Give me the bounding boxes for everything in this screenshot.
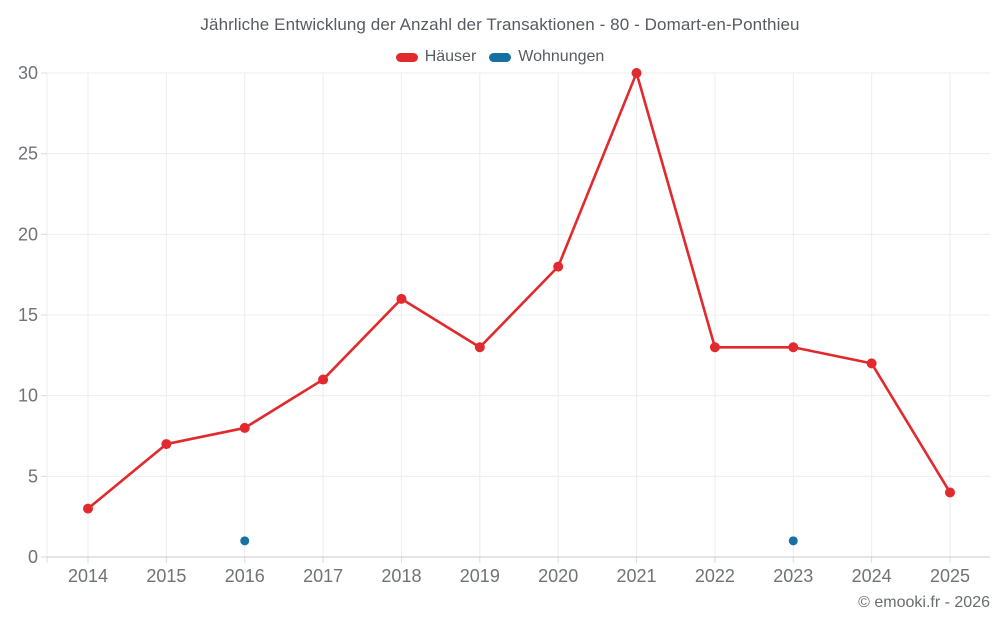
haeuser-swatch-icon <box>395 52 418 62</box>
legend-item-wohnungen[interactable]: Wohnungen <box>489 48 604 66</box>
x-axis-label: 2025 <box>930 566 970 586</box>
chart-title: Jährliche Entwicklung der Anzahl der Tra… <box>200 15 800 34</box>
data-point[interactable] <box>161 439 172 450</box>
x-axis-label: 2020 <box>538 566 578 586</box>
x-axis-label: 2019 <box>460 566 500 586</box>
data-point[interactable] <box>945 487 955 498</box>
data-point[interactable] <box>83 503 93 514</box>
y-axis-label: 25 <box>18 144 38 164</box>
y-axis-label: 15 <box>18 305 38 325</box>
data-point[interactable] <box>318 374 329 385</box>
y-axis-label: 0 <box>28 547 38 567</box>
y-axis-label: 10 <box>18 386 38 406</box>
legend-item-haeuser[interactable]: Häuser <box>395 48 477 66</box>
x-axis-label: 2014 <box>68 566 108 586</box>
x-axis-label: 2024 <box>852 566 892 586</box>
data-point[interactable] <box>239 422 250 433</box>
data-point[interactable] <box>240 536 250 546</box>
data-point[interactable] <box>788 342 799 353</box>
wohnungen-swatch-icon <box>489 52 512 62</box>
x-axis-label: 2017 <box>303 566 343 586</box>
data-point[interactable] <box>553 261 564 272</box>
y-axis-label: 30 <box>18 63 38 83</box>
legend-label-haeuser: Häuser <box>424 48 477 65</box>
chart-legend: Häuser Wohnungen <box>0 47 1000 67</box>
copyright-footer: © emooki.fr - 2026 <box>858 594 990 611</box>
x-axis-label: 2022 <box>695 566 735 586</box>
y-axis-label: 20 <box>18 224 38 244</box>
x-axis-label: 2016 <box>225 566 265 586</box>
data-point[interactable] <box>866 358 877 369</box>
x-axis-label: 2018 <box>381 566 421 586</box>
data-point[interactable] <box>788 536 798 546</box>
x-axis-label: 2023 <box>773 566 813 586</box>
x-axis-label: 2015 <box>146 566 186 586</box>
legend-label-wohnungen: Wohnungen <box>518 48 605 65</box>
series-line <box>86 71 952 510</box>
data-point[interactable] <box>709 342 720 353</box>
data-point[interactable] <box>474 342 485 353</box>
data-point[interactable] <box>631 68 642 78</box>
y-axis-label: 5 <box>28 466 38 486</box>
x-axis-label: 2021 <box>617 566 657 586</box>
data-point[interactable] <box>396 293 407 304</box>
